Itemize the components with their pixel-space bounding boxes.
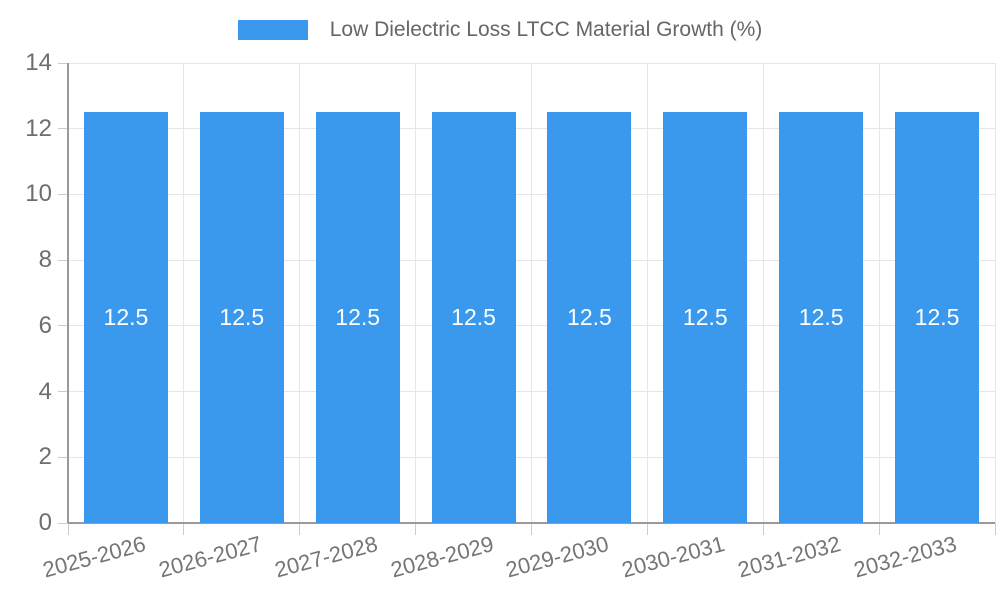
x-tick-mark: [299, 523, 301, 535]
bar[interactable]: [315, 112, 400, 523]
y-tick-mark: [58, 522, 68, 524]
y-axis-tick-label: 8: [38, 246, 52, 274]
y-tick-mark: [58, 325, 68, 327]
bar[interactable]: [431, 112, 516, 523]
x-tick-mark: [67, 523, 69, 535]
gridline-vertical: [183, 63, 185, 523]
gridline-vertical: [646, 63, 648, 523]
legend-label: Low Dielectric Loss LTCC Material Growth…: [329, 18, 763, 41]
y-axis-tick-label: 0: [38, 509, 52, 536]
gridline-vertical: [415, 63, 417, 523]
y-axis-tick-label: 12: [25, 114, 52, 142]
bar-value-label: 12.5: [335, 304, 381, 331]
y-axis-tick-label: 6: [38, 311, 52, 339]
legend-swatch[interactable]: [237, 20, 308, 40]
bar-value-label: 12.5: [914, 304, 960, 331]
bar[interactable]: [83, 112, 168, 523]
y-tick-mark: [58, 193, 68, 195]
bar[interactable]: [663, 112, 748, 523]
x-axis-line: [68, 522, 995, 524]
x-tick-mark: [183, 523, 185, 535]
y-axis-tick-label: 2: [38, 443, 52, 471]
y-axis-line: [67, 63, 69, 523]
bar-value-label: 12.5: [567, 304, 612, 331]
bar[interactable]: [199, 112, 284, 523]
gridline-vertical: [878, 63, 880, 523]
x-tick-mark: [646, 523, 648, 535]
gridline-vertical: [299, 63, 301, 523]
bar-value-label: 12.5: [798, 304, 844, 331]
x-tick-mark: [415, 523, 417, 535]
x-tick-mark: [531, 523, 532, 535]
y-tick-mark: [58, 456, 68, 458]
bar-value-label: 12.5: [682, 304, 728, 331]
x-tick-mark: [878, 523, 880, 535]
bar-value-label: 12.5: [451, 304, 496, 331]
bar[interactable]: [895, 112, 980, 523]
gridline-vertical: [531, 63, 532, 523]
x-tick-mark: [994, 523, 996, 535]
y-axis-tick-label: 14: [25, 49, 52, 76]
bar[interactable]: [779, 112, 864, 523]
x-tick-mark: [762, 523, 764, 535]
y-axis-tick-label: 10: [25, 180, 52, 208]
y-tick-mark: [58, 391, 68, 393]
y-tick-mark: [58, 259, 68, 261]
gridline-vertical: [762, 63, 764, 523]
bar[interactable]: [547, 112, 632, 523]
y-axis-tick-label: 4: [38, 377, 52, 405]
bar-value-label: 12.5: [219, 304, 265, 331]
bar-value-label: 12.5: [103, 304, 149, 331]
legend[interactable]: Low Dielectric Loss LTCC Material Growth…: [0, 18, 1000, 42]
y-tick-mark: [58, 62, 68, 64]
gridline-vertical: [994, 63, 996, 523]
y-tick-mark: [58, 128, 68, 130]
